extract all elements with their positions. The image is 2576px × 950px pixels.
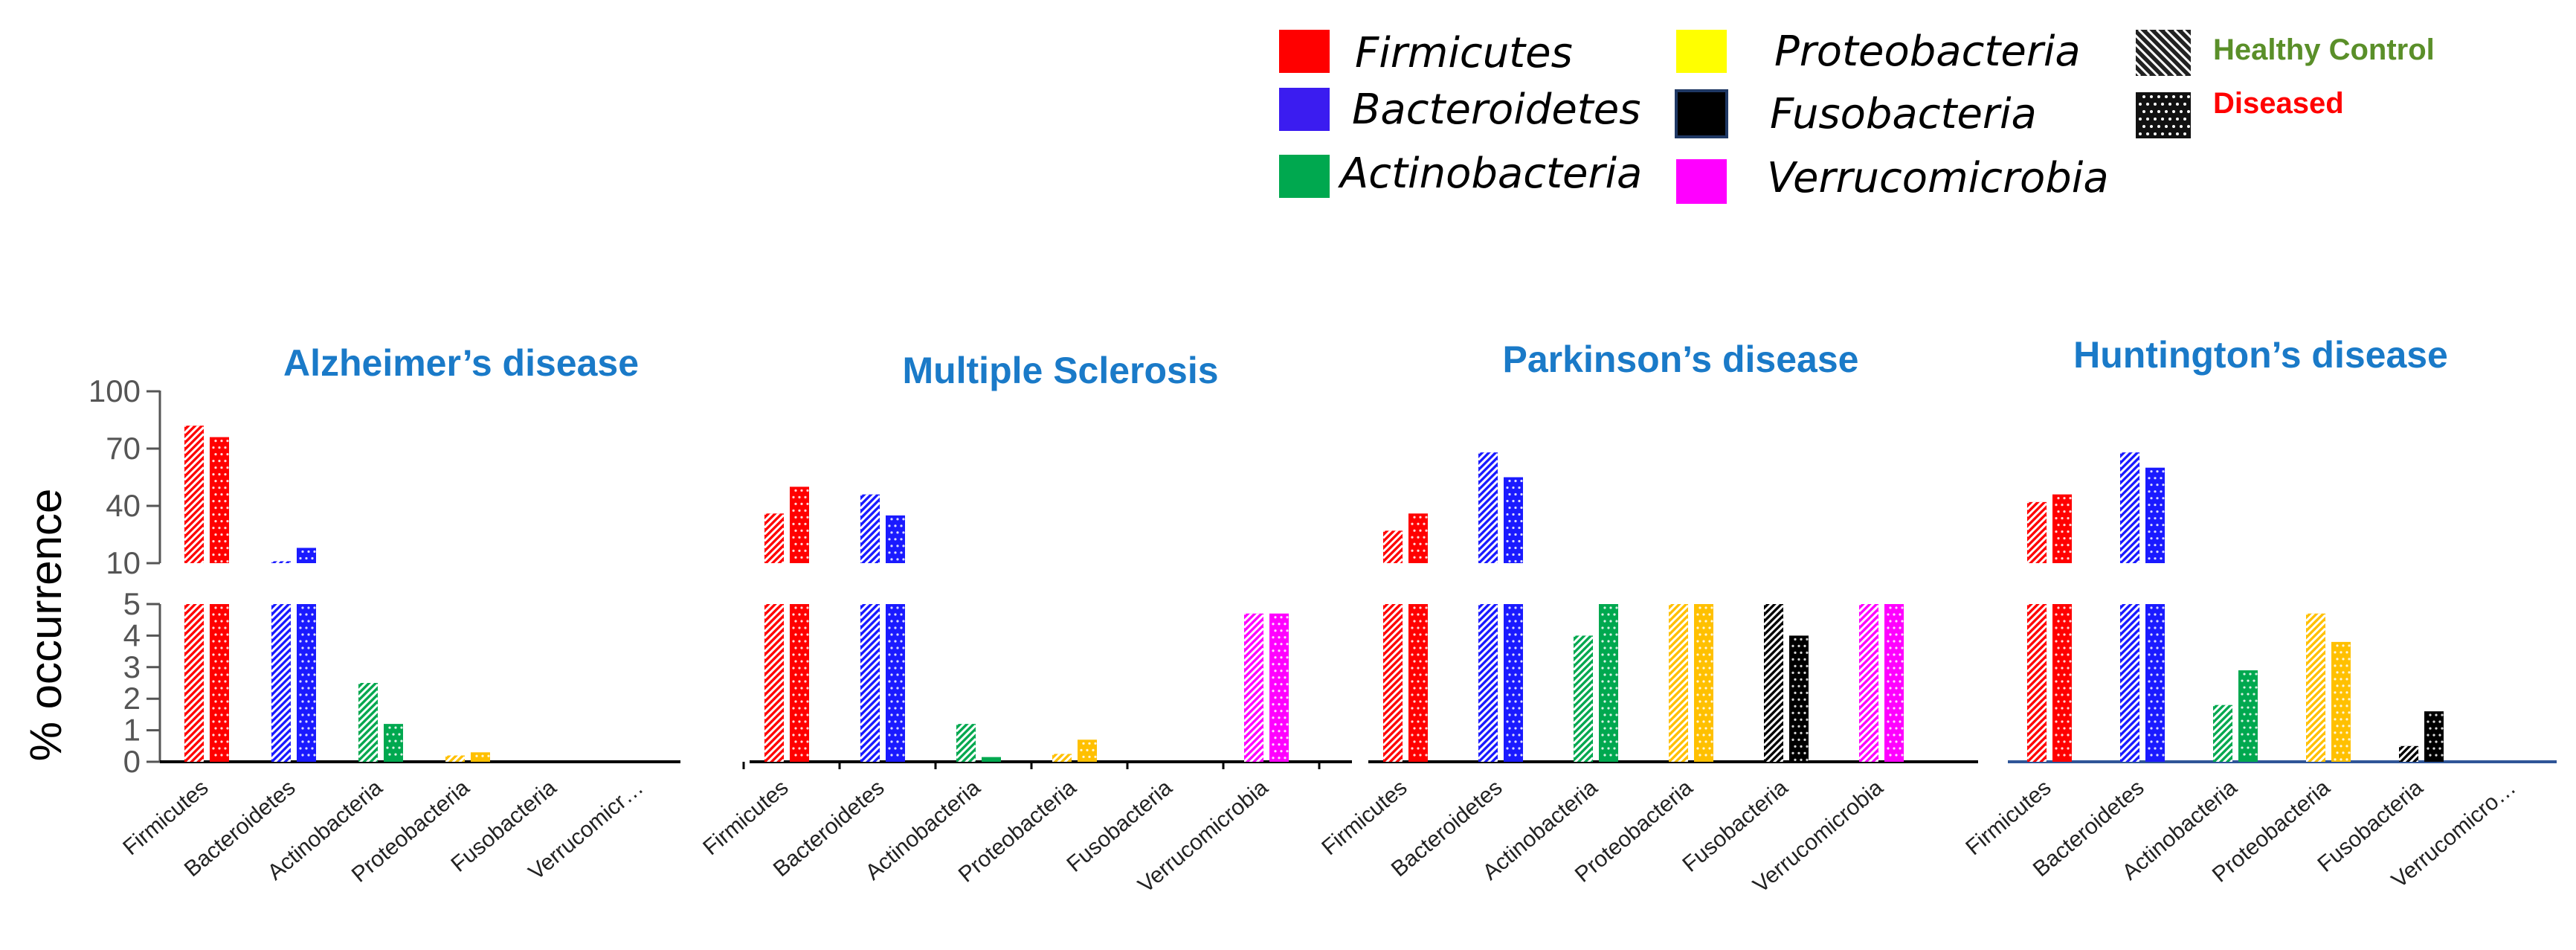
bar-bacteroidetes-diseased [1504,477,1523,762]
x-tick-label: Firmicutes [1961,775,2055,860]
bar-actinobacteria-diseased [384,724,403,762]
bar-proteobacteria-diseased [1078,739,1097,762]
bar-fusobacteria-diseased [1789,635,1809,762]
bar-proteobacteria-diseased [2331,641,2351,762]
legend: Firmicutes Bacteroidetes Actinobacteria … [1279,28,2435,204]
y-tick-label: 10 [106,545,141,580]
bar-firmicutes-diseased [2052,494,2072,762]
y-tick-label: 1 [123,713,141,748]
legend-swatch-proteobacteria [1676,30,1727,73]
bar-actinobacteria-healthy-control [956,724,976,762]
bar-fusobacteria-diseased [2424,711,2444,762]
bar-verrucomicrobia-diseased [1269,613,1289,762]
x-tick-label: Firmicutes [698,775,793,860]
panel-parkinson-s-disease: Parkinson’s diseaseFirmicutesBacteroidet… [1317,338,1978,898]
bar-actinobacteria-diseased [1599,604,1618,762]
bar-firmicutes-diseased [1408,513,1428,762]
legend-label-proteobacteria: Proteobacteria [1774,28,2081,76]
bar-proteobacteria-diseased [1694,604,1713,762]
y-tick-label: 2 [123,681,141,716]
legend-label-bacteroidetes: Bacteroidetes [1352,86,1640,134]
legend-swatch-fusobacteria [1675,89,1728,138]
bar-firmicutes-healthy-control [2027,501,2047,762]
bar-proteobacteria-healthy-control [2306,613,2325,762]
panel-title: Alzheimer’s disease [283,342,639,384]
bar-bacteroidetes-healthy-control [2120,452,2139,762]
panel-huntington-s-disease: Huntington’s diseaseFirmicutesBacteroide… [1961,334,2557,893]
bar-actinobacteria-diseased [982,757,1001,762]
bar-bacteroidetes-diseased [297,548,316,762]
panel-title: Parkinson’s disease [1503,338,1859,380]
bar-actinobacteria-diseased [2238,670,2258,762]
y-tick-label: 70 [106,431,141,466]
legend-swatch-verrucomicrobia [1676,159,1727,204]
bar-actinobacteria-healthy-control [2213,705,2232,762]
bar-fusobacteria-healthy-control [2399,745,2418,762]
legend-label-verrucomicrobia: Verrucomicrobia [1767,154,2109,202]
x-tick-label: Firmicutes [1317,775,1411,860]
legend-label-healthy-control: Healthy Control [2213,33,2435,66]
bar-actinobacteria-healthy-control [1574,635,1593,763]
bar-firmicutes-healthy-control [1383,530,1403,762]
bar-proteobacteria-diseased [471,752,490,762]
y-axis-label: % occurrence [21,489,71,762]
bar-firmicutes-diseased [210,437,229,762]
bar-verrucomicrobia-healthy-control [1244,613,1263,762]
legend-label-diseased: Diseased [2213,87,2344,120]
legend-swatch-firmicutes [1279,30,1330,73]
panel-alzheimer-s-disease: Alzheimer’s diseaseFirmicutesBacteroidet… [118,342,680,888]
legend-swatch-diseased [2136,92,2191,138]
panel-title: Multiple Sclerosis [902,350,1218,391]
y-tick-label: 3 [123,649,141,684]
bar-bacteroidetes-diseased [2145,467,2165,762]
bar-actinobacteria-healthy-control [358,683,378,762]
bar-verrucomicrobia-healthy-control [1859,604,1878,762]
legend-label-firmicutes: Firmicutes [1355,29,1573,77]
y-tick-label: 5 [123,586,141,621]
y-tick-label: 100 [88,373,141,408]
bar-firmicutes-diseased [790,487,809,762]
y-tick-label: 0 [123,744,141,779]
legend-label-actinobacteria: Actinobacteria [1338,150,1642,198]
panel-title: Huntington’s disease [2073,334,2448,376]
panels: Alzheimer’s diseaseFirmicutesBacteroidet… [118,334,2557,898]
y-tick-label: 4 [123,617,141,652]
legend-swatch-bacteroidetes [1279,88,1330,131]
legend-label-fusobacteria: Fusobacteria [1770,90,2037,138]
bar-bacteroidetes-healthy-control [860,494,880,762]
bar-firmicutes-healthy-control [184,426,204,762]
bar-firmicutes-healthy-control [764,513,784,762]
legend-swatch-healthy-control [2136,30,2191,76]
legend-swatch-actinobacteria [1279,155,1330,198]
panel-multiple-sclerosis: Multiple SclerosisFirmicutesBacteroidete… [698,350,1352,898]
bar-bacteroidetes-healthy-control [271,561,291,762]
bar-proteobacteria-healthy-control [445,755,465,763]
bar-proteobacteria-healthy-control [1669,604,1688,762]
bar-fusobacteria-healthy-control [1764,604,1783,762]
bar-proteobacteria-healthy-control [1052,754,1072,763]
bar-bacteroidetes-diseased [886,515,905,762]
y-tick-label: 40 [106,488,141,523]
bar-bacteroidetes-healthy-control [1478,452,1498,762]
bar-verrucomicrobia-diseased [1884,604,1904,762]
